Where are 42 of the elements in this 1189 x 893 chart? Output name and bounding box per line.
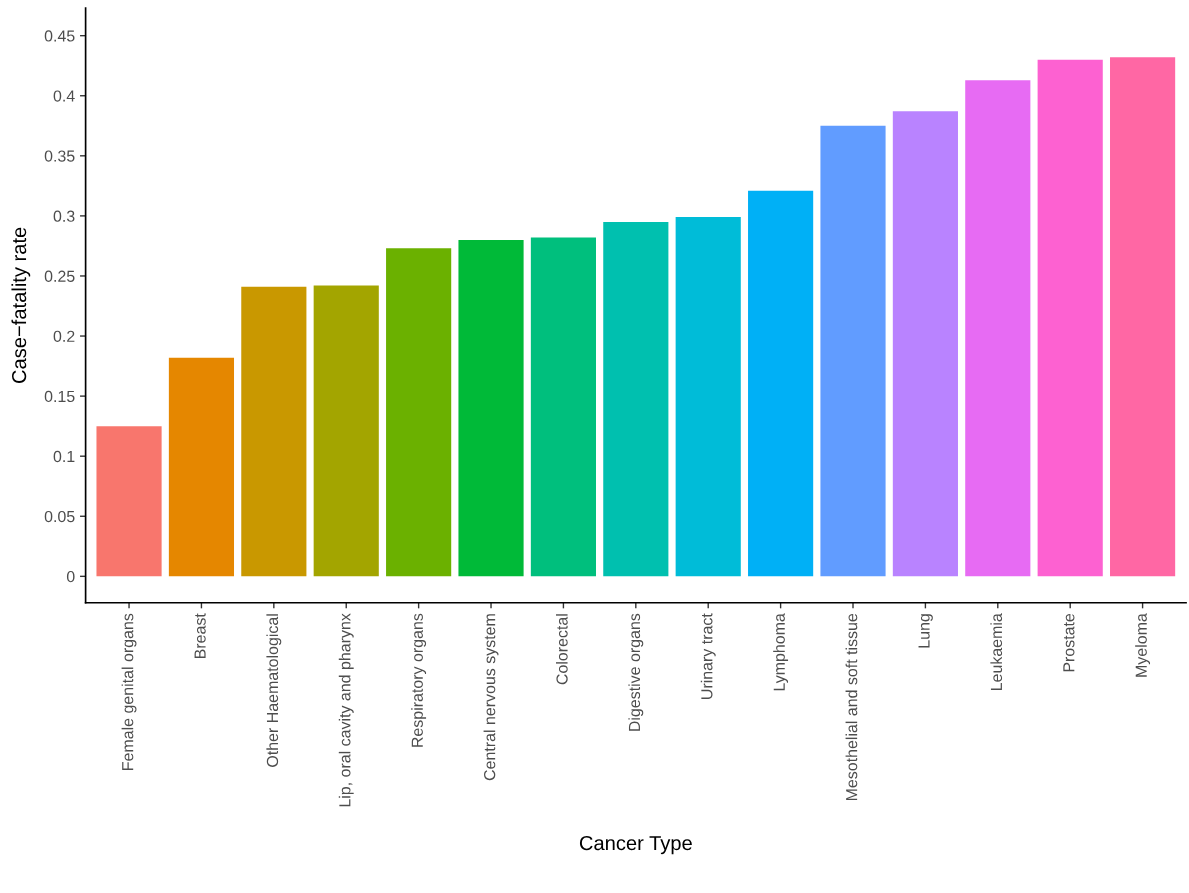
bar — [820, 125, 886, 577]
bar — [892, 111, 958, 577]
y-tick-label: 0.1 — [53, 450, 75, 463]
x-tick-label: Breast — [194, 613, 206, 659]
x-tick-label: Colorectal — [555, 614, 568, 685]
y-tick-label: 0.05 — [44, 510, 75, 523]
bar — [1110, 57, 1176, 577]
x-tick-label: Central nervous system — [483, 614, 499, 781]
bar — [965, 80, 1031, 577]
bar — [458, 239, 524, 577]
x-tick-label: Mesothelial and soft tissue — [845, 613, 858, 801]
bar — [1037, 59, 1103, 577]
bar — [241, 286, 307, 577]
y-tick-label: 0.4 — [53, 90, 75, 102]
bar — [168, 357, 235, 577]
y-tick-label: 0.15 — [44, 390, 75, 403]
bar — [313, 285, 379, 577]
y-tick-label: 0.25 — [44, 270, 75, 282]
y-tick-label: 0.35 — [44, 150, 75, 162]
x-tick-label: Respiratory organs — [411, 613, 427, 747]
bar — [748, 190, 814, 577]
y-tick-label: 0.2 — [53, 330, 75, 342]
bar — [675, 217, 741, 577]
x-tick-label: Lymphoma — [773, 613, 789, 691]
x-tick-label: Urinary tract — [700, 613, 716, 699]
x-axis-title: Cancer Type — [579, 835, 692, 855]
x-tick-label: Leukaemia — [990, 613, 1003, 691]
y-axis-title: Case−fatality rate — [11, 227, 31, 384]
bar — [530, 237, 596, 577]
x-tick-label: Prostate — [1063, 613, 1075, 672]
x-tick-label: Digestive organs — [628, 613, 644, 731]
bar — [386, 248, 452, 577]
bar — [96, 426, 162, 577]
x-tick-label: Lung — [918, 614, 933, 648]
y-tick-label: 0.3 — [53, 210, 75, 222]
x-tick-label: Female genital organs — [121, 613, 137, 770]
x-tick-label: Myeloma — [1135, 613, 1151, 677]
y-tick-label: 0.45 — [44, 30, 75, 42]
bar — [603, 221, 669, 577]
y-tick-label: 0 — [66, 570, 75, 583]
x-tick-label: Other Haematological — [266, 614, 282, 767]
x-tick-label: Lip, oral cavity and pharynx — [338, 613, 354, 807]
